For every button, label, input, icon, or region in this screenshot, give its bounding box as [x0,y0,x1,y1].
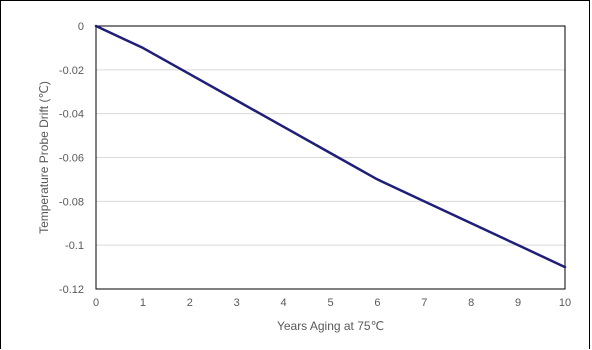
series-group [94,24,567,269]
y-tick-label: -0.1 [65,240,84,252]
y-tick-label: -0.12 [59,284,84,296]
y-tick-label: -0.08 [59,196,84,208]
x-tick-label: 1 [140,297,146,309]
y-tick-label: 0 [78,21,84,33]
series-line [94,24,567,269]
x-tick-label: 0 [93,297,99,309]
x-tick-label: 4 [281,297,287,309]
y-axis-title: Temperature Probe Drift (℃) [37,81,51,234]
x-axis-title: Years Aging at 75℃ [277,319,384,333]
x-axis: 0 1 2 3 4 5 6 7 8 9 10 [93,297,571,309]
x-tick-label: 3 [234,297,240,309]
y-axis: 0 -0.02 -0.04 -0.06 -0.08 -0.1 -0.12 [59,21,84,296]
gridlines [96,25,565,290]
y-tick-label: -0.04 [59,109,84,121]
x-tick-label: 10 [559,297,571,309]
x-tick-label: 7 [421,297,427,309]
plot-area [95,25,566,290]
y-tick-label: -0.06 [59,153,84,165]
y-tick-label: -0.02 [59,65,84,77]
x-tick-label: 5 [327,297,333,309]
x-tick-label: 9 [515,297,521,309]
x-tick-label: 8 [468,297,474,309]
x-tick-label: 2 [187,297,193,309]
x-tick-label: 6 [374,297,380,309]
